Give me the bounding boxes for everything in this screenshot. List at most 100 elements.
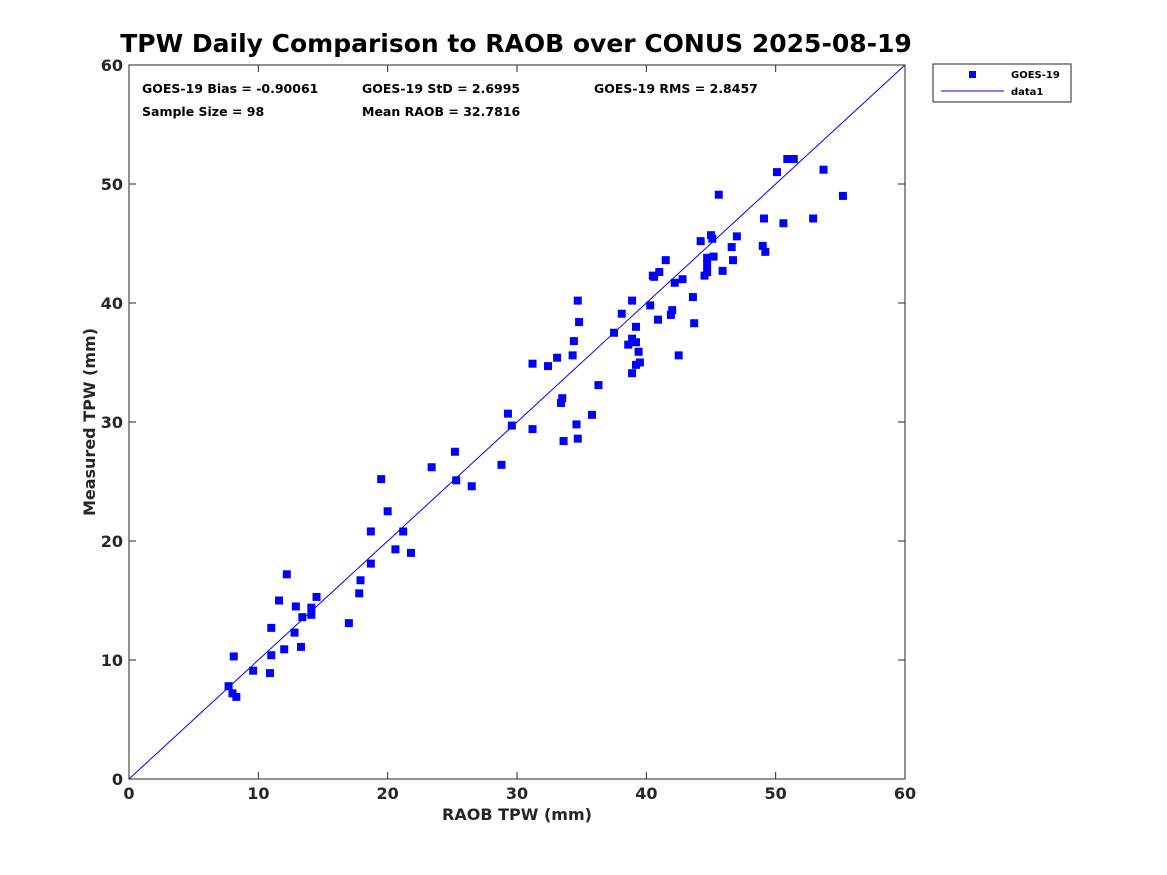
data-point: [783, 155, 792, 164]
data-point: [528, 425, 537, 434]
data-point: [249, 666, 258, 675]
goes-19-points: [224, 155, 847, 701]
data1-line: [128, 64, 906, 780]
data-point: [761, 247, 770, 256]
data-point: [703, 253, 712, 262]
data-point: [282, 570, 291, 579]
data-point: [631, 338, 640, 347]
data-point: [377, 475, 386, 484]
data-point: [714, 190, 723, 199]
data-point: [558, 394, 567, 403]
data-point: [628, 296, 637, 305]
data-point: [406, 548, 415, 557]
data-point: [728, 256, 737, 265]
y-axis-ticks: 0 10 20 30 40 50 60: [101, 56, 905, 789]
data-point: [758, 241, 767, 250]
data-point: [703, 260, 712, 269]
data-point: [307, 610, 316, 619]
data-point: [265, 669, 274, 678]
data-point: [678, 275, 687, 284]
data-point: [727, 243, 736, 252]
x-axis-ticks: 0 10 20 30 40 50 60: [123, 65, 916, 803]
data-point: [290, 628, 299, 637]
data-point: [617, 309, 626, 318]
data-point: [653, 315, 662, 324]
x-tick-label: 60: [894, 784, 916, 803]
stat-sample-size: Sample Size = 98: [142, 104, 264, 119]
legend-box: [932, 63, 1072, 103]
data-point: [635, 358, 644, 367]
data-point: [553, 353, 562, 362]
x-tick-label: 20: [377, 784, 399, 803]
data-point: [666, 310, 675, 319]
data-point: [312, 592, 321, 601]
data-point: [556, 398, 565, 407]
data-point: [528, 359, 537, 368]
x-tick-label: 0: [123, 784, 134, 803]
data-point: [391, 545, 400, 554]
data-point: [819, 165, 828, 174]
data-point: [298, 613, 307, 622]
legend-marker-goes-19: [969, 71, 976, 78]
data-point: [631, 322, 640, 331]
data-point: [427, 463, 436, 472]
data-point: [229, 652, 238, 661]
data-point: [690, 319, 699, 328]
data-point: [507, 421, 516, 430]
data-point: [789, 155, 798, 164]
data-point: [366, 559, 375, 568]
data-point: [291, 602, 300, 611]
data-point: [280, 645, 289, 654]
data-point: [573, 296, 582, 305]
plot-frame: [128, 64, 906, 780]
stat-mean-raob: Mean RAOB = 32.7816: [362, 104, 520, 119]
data-point: [366, 527, 375, 536]
stat-rms: GOES-19 RMS = 2.8457: [594, 81, 758, 96]
data-point: [661, 256, 670, 265]
data-point: [344, 619, 353, 628]
data-point: [838, 191, 847, 200]
data-point: [497, 460, 506, 469]
data-point: [718, 266, 727, 275]
data-point: [624, 340, 633, 349]
data-point: [224, 682, 233, 691]
x-tick-label: 10: [247, 784, 269, 803]
y-tick-label: 0: [112, 770, 123, 789]
data-point: [670, 278, 679, 287]
data-point: [655, 268, 664, 277]
x-tick-label: 30: [506, 784, 528, 803]
y-tick-label: 60: [101, 56, 123, 75]
data-point: [232, 692, 241, 701]
data-point: [383, 507, 392, 516]
data-point: [569, 337, 578, 346]
data-point: [650, 272, 659, 281]
data-point: [708, 234, 717, 243]
data-point: [772, 168, 781, 177]
y-tick-label: 20: [101, 532, 123, 551]
data-point: [646, 301, 655, 310]
data-point: [760, 214, 769, 223]
data-point: [732, 232, 741, 241]
stat-std: GOES-19 StD = 2.6995: [362, 81, 520, 96]
data-point: [544, 362, 553, 371]
data-point: [634, 347, 643, 356]
data-point: [356, 576, 365, 585]
data-point: [297, 642, 306, 651]
data-point: [709, 252, 718, 261]
data-point: [452, 476, 461, 485]
data-point: [575, 318, 584, 327]
data-point: [399, 527, 408, 536]
x-tick-label: 50: [765, 784, 787, 803]
data-point: [275, 596, 284, 605]
data-point: [450, 447, 459, 456]
y-tick-label: 50: [101, 175, 123, 194]
data-point: [467, 482, 476, 491]
legend: GOES-19 data1: [932, 63, 1072, 103]
data-point: [809, 214, 818, 223]
data-point: [267, 651, 276, 660]
data-point: [588, 410, 597, 419]
y-tick-label: 30: [101, 413, 123, 432]
legend-label-data1: data1: [1011, 87, 1043, 98]
data-point: [703, 268, 712, 277]
